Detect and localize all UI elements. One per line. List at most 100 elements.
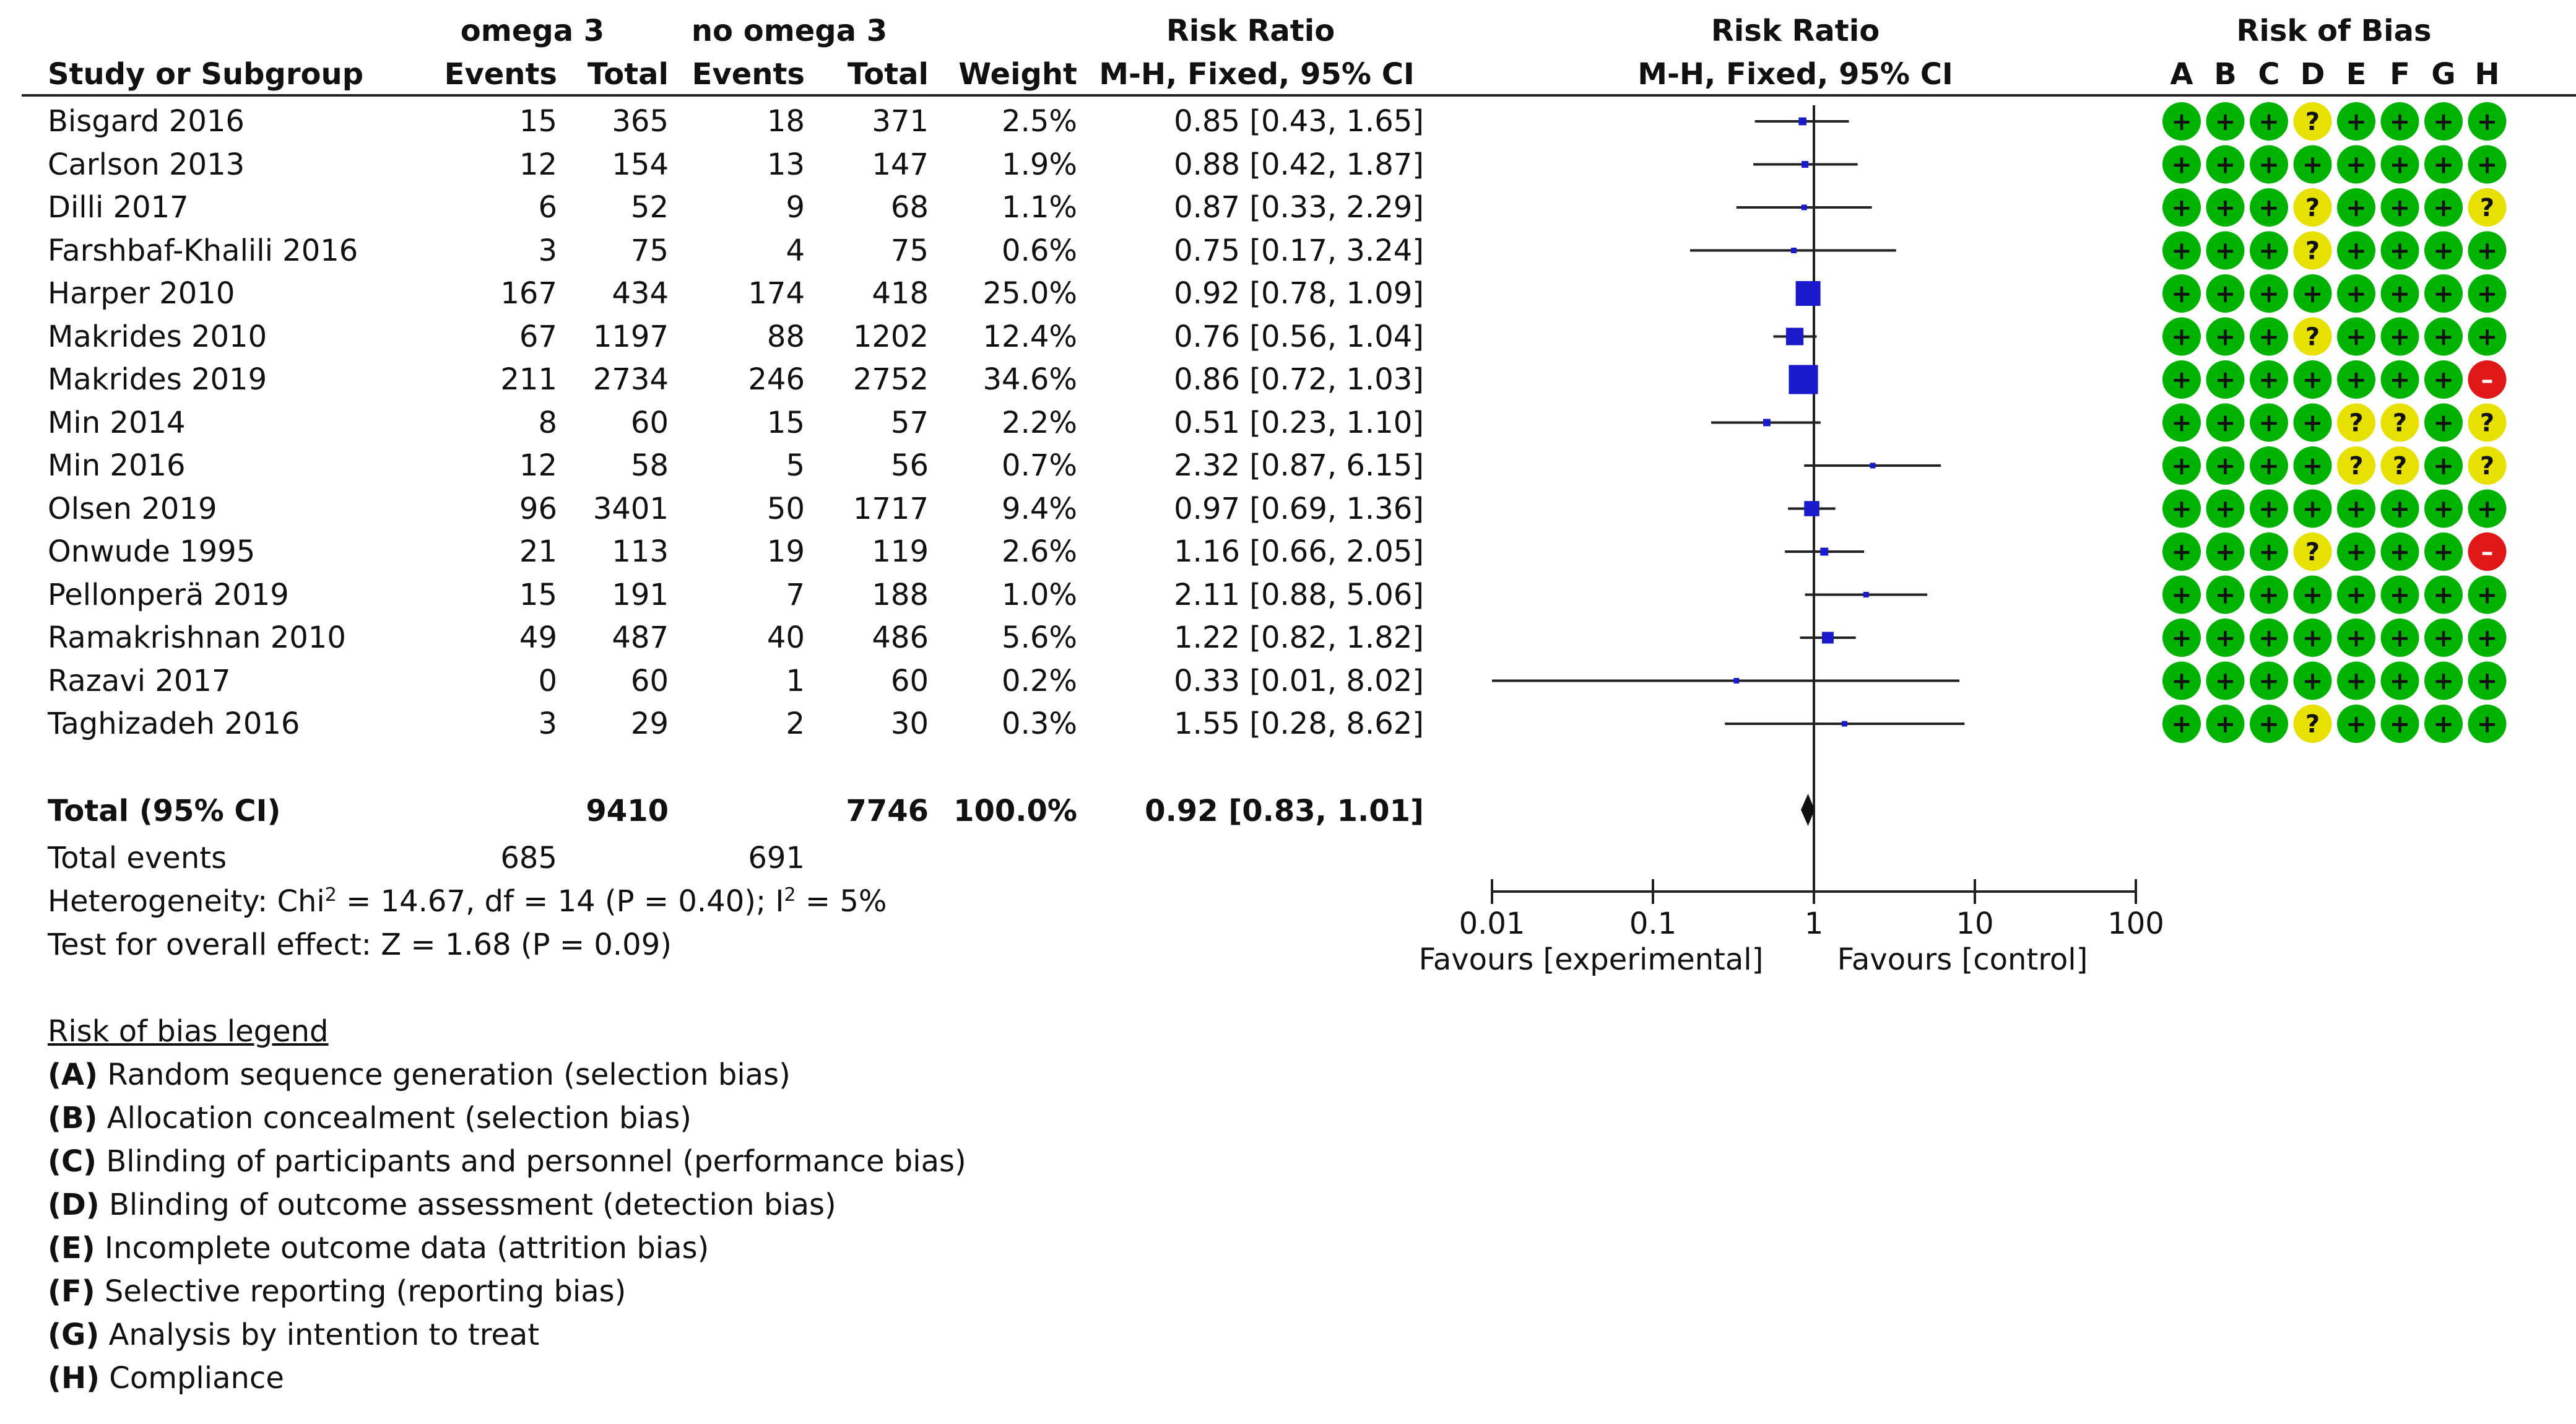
rob-symbol: +	[2171, 538, 2192, 567]
rob-symbol: +	[2258, 495, 2279, 524]
rob-low-risk-icon	[2162, 145, 2201, 184]
rob-low-risk-icon	[2380, 575, 2419, 614]
rob-domain-letter: D	[2300, 57, 2325, 92]
total-group2: 147	[872, 147, 929, 182]
rob-low-risk-icon	[2293, 403, 2332, 442]
plot-method-header: M-H, Fixed, 95% CI	[1637, 57, 1953, 92]
total-events-group1: 685	[500, 841, 557, 875]
rob-symbol: +	[2390, 581, 2411, 610]
events-group2: 15	[766, 406, 805, 440]
rob-symbol: +	[2390, 108, 2411, 136]
rob-symbol: ?	[2393, 452, 2407, 480]
rob-low-risk-icon	[2424, 446, 2463, 485]
study-ci: 0.92 [0.78, 1.09]	[1174, 276, 1424, 311]
legend-title: Risk of bias legend	[48, 1014, 329, 1049]
rob-symbol: +	[2390, 151, 2411, 180]
rob-unclear-risk-icon	[2337, 446, 2375, 485]
total-group2: 2752	[852, 362, 929, 397]
rob-symbol: +	[2215, 108, 2236, 136]
study-name: Olsen 2019	[48, 492, 217, 526]
rob-low-risk-icon	[2293, 661, 2332, 700]
rob-low-risk-icon	[2162, 532, 2201, 571]
events-group2: 2	[786, 706, 805, 741]
rob-high-risk-icon	[2468, 532, 2507, 571]
events-group2: 4	[786, 233, 805, 268]
rob-symbol: +	[2346, 495, 2367, 524]
study-ci: 0.87 [0.33, 2.29]	[1174, 190, 1424, 225]
rob-symbol: +	[2215, 194, 2236, 222]
rob-symbol: +	[2258, 538, 2279, 567]
rob-low-risk-icon	[2162, 489, 2201, 528]
rob-low-risk-icon	[2206, 705, 2245, 743]
legend-text: Allocation concealment (selection bias)	[97, 1101, 692, 1135]
study-name: Makrides 2010	[48, 319, 267, 354]
total-events-group2: 691	[748, 841, 805, 875]
rob-low-risk-icon	[2424, 231, 2463, 270]
rob-low-risk-icon	[2337, 489, 2375, 528]
events-group1: 211	[500, 362, 557, 397]
x-tick-label: 0.01	[1459, 906, 1525, 941]
total-group1: 113	[612, 534, 669, 569]
rob-symbol: +	[2433, 495, 2454, 524]
total-group1: 1197	[592, 319, 669, 354]
rob-symbol: +	[2433, 323, 2454, 352]
study-point-estimate	[1789, 365, 1818, 394]
rob-low-risk-icon	[2380, 705, 2419, 743]
legend-item: (E) Incomplete outcome data (attrition b…	[48, 1233, 709, 1263]
total-group1: 60	[630, 664, 669, 698]
rob-symbol: +	[2171, 409, 2192, 438]
rob-low-risk-icon	[2380, 274, 2419, 313]
rob-low-risk-icon	[2162, 231, 2201, 270]
rob-symbol: –	[2481, 538, 2494, 567]
rob-low-risk-icon	[2206, 575, 2245, 614]
rob-symbol: +	[2390, 710, 2411, 739]
legend-item: (H) Compliance	[48, 1363, 284, 1393]
rob-symbol: +	[2477, 495, 2498, 524]
rob-low-risk-icon	[2468, 575, 2507, 614]
total-group1: 487	[612, 620, 669, 655]
study-ci: 1.16 [0.66, 2.05]	[1174, 534, 1424, 569]
rob-low-risk-icon	[2293, 145, 2332, 184]
rob-low-risk-icon	[2250, 188, 2288, 227]
study-ci: 0.33 [0.01, 8.02]	[1174, 664, 1424, 698]
rob-symbol: +	[2346, 710, 2367, 739]
rob-low-risk-icon	[2424, 619, 2463, 657]
rob-low-risk-icon	[2250, 575, 2288, 614]
rob-symbol: +	[2215, 366, 2236, 394]
events-group2: 7	[786, 578, 805, 612]
rob-low-risk-icon	[2250, 360, 2288, 399]
study-point-estimate	[1821, 632, 1834, 644]
events-group1: 12	[519, 147, 557, 182]
rob-unclear-risk-icon	[2293, 231, 2332, 270]
rob-low-risk-icon	[2424, 575, 2463, 614]
events-group1: 6	[538, 190, 557, 225]
rob-symbol: +	[2258, 667, 2279, 696]
rob-symbol: +	[2171, 581, 2192, 610]
study-weight: 2.6%	[1002, 534, 1077, 569]
rob-low-risk-icon	[2424, 360, 2463, 399]
rob-low-risk-icon	[2293, 575, 2332, 614]
rob-low-risk-icon	[2162, 705, 2201, 743]
rob-low-risk-icon	[2250, 489, 2288, 528]
x-tick-label: 1	[1805, 906, 1824, 941]
events-group2: 246	[748, 362, 805, 397]
study-point-estimate	[1801, 204, 1807, 211]
rob-symbol: +	[2433, 710, 2454, 739]
rob-symbol: +	[2215, 151, 2236, 180]
events-group1: 167	[500, 276, 557, 311]
rob-symbol: +	[2171, 366, 2192, 394]
legend-text: Blinding of outcome assessment (detectio…	[99, 1187, 836, 1222]
rob-symbol: +	[2171, 108, 2192, 136]
study-point-estimate	[1870, 462, 1876, 469]
events-group2: 13	[766, 147, 805, 182]
rob-low-risk-icon	[2424, 532, 2463, 571]
rob-symbol: +	[2477, 667, 2498, 696]
rob-low-risk-icon	[2162, 360, 2201, 399]
rob-low-risk-icon	[2380, 619, 2419, 657]
rob-symbol: +	[2215, 624, 2236, 653]
study-point-estimate	[1798, 117, 1806, 126]
rob-symbol: +	[2302, 452, 2323, 480]
rob-symbol: +	[2477, 323, 2498, 352]
rob-symbol: ?	[2305, 538, 2320, 567]
rob-symbol: +	[2258, 710, 2279, 739]
